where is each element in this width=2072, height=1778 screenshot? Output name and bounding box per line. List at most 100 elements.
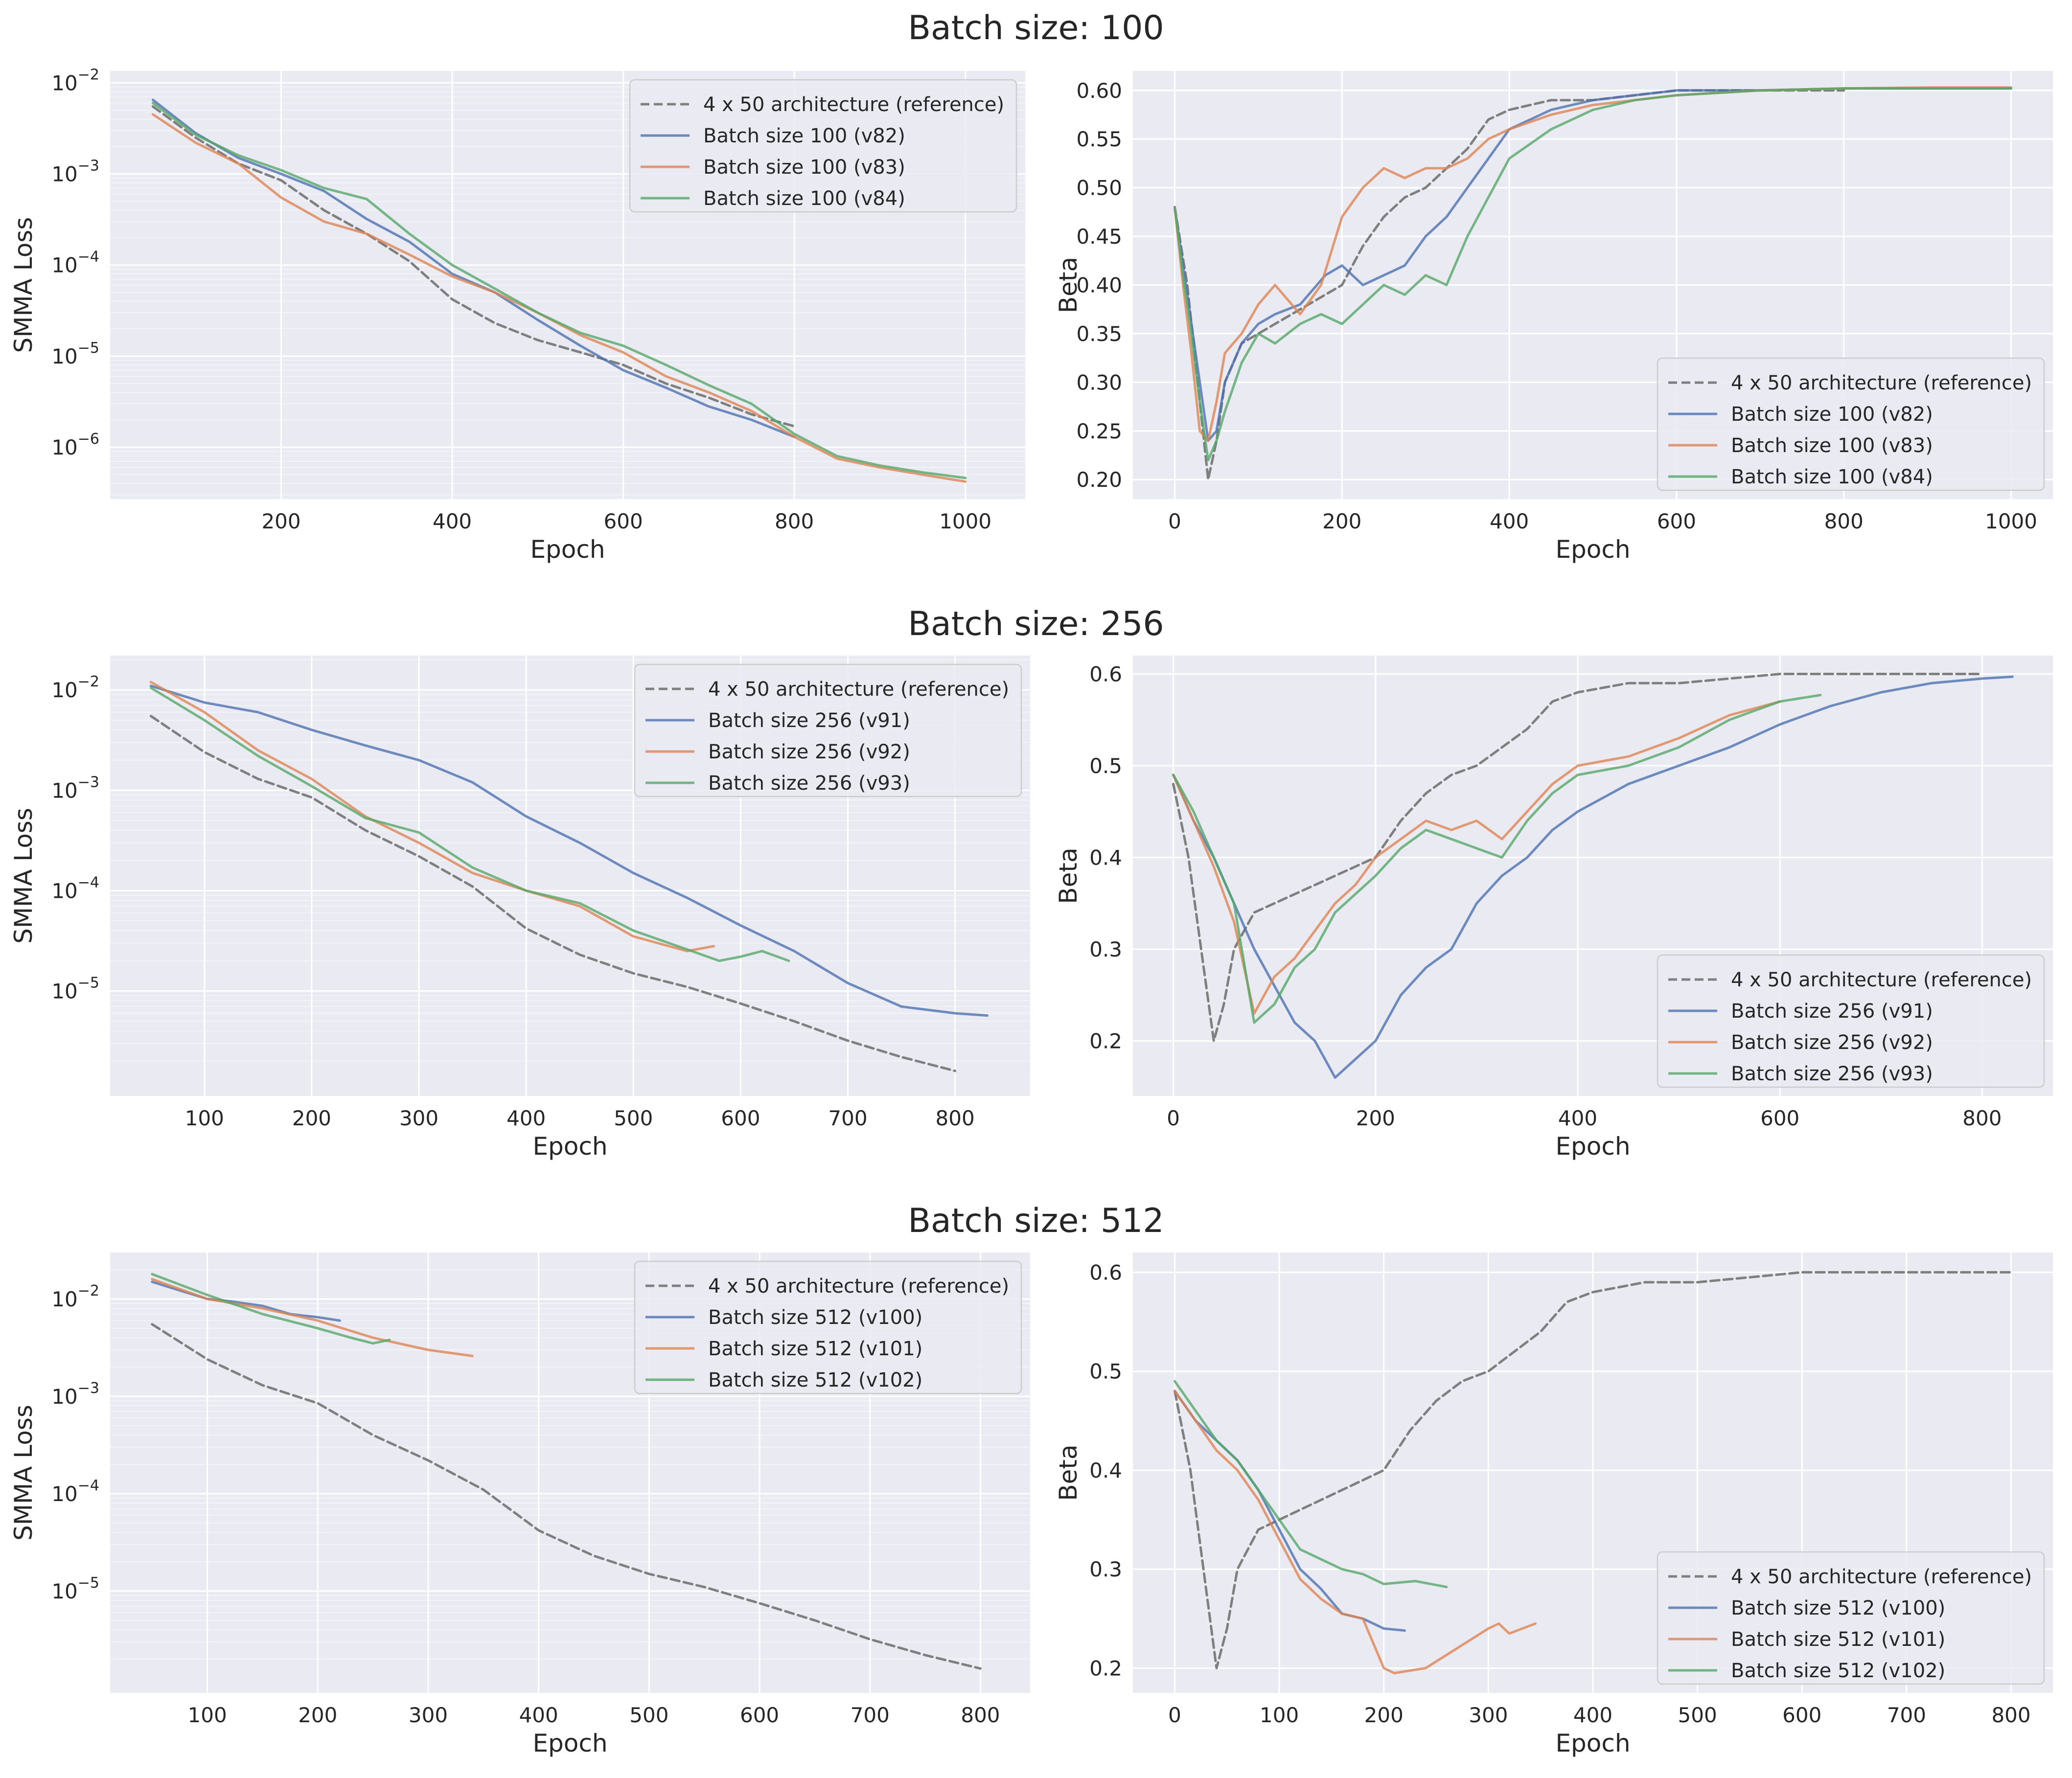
x-tick-label: 500	[1678, 1703, 1717, 1727]
series-line-2	[1174, 1390, 1537, 1675]
legend-label: Batch size 256 (v91)	[1731, 1000, 1933, 1023]
y-tick-label: 0.25	[1076, 419, 1122, 443]
panel-loss-100: 200 400 600 800 1000 10−2 10−3 10−4 10−5 10−6 Epoc…	[9, 66, 1025, 564]
y-tick-label: 10−4	[51, 1477, 99, 1506]
legend-label: Batch size 512 (v100)	[1731, 1597, 1945, 1619]
x-tick-label: 400	[1490, 509, 1529, 533]
y-tick-label: 10−5	[51, 1574, 99, 1603]
y-tick-label: 0.4	[1089, 1459, 1122, 1482]
legend-label: Batch size 512 (v101)	[1731, 1628, 1945, 1651]
legend-label: 4 x 50 architecture (reference)	[708, 1275, 1009, 1298]
x-tick-label: 0	[1168, 509, 1181, 533]
y-tick-label: 10−4	[51, 874, 99, 903]
legend-box	[1657, 357, 2045, 491]
x-tick-label: 300	[1469, 1703, 1508, 1727]
x-tick-label: 800	[1991, 1703, 2030, 1727]
x-tick-label: 700	[828, 1106, 867, 1130]
x-tick-label: 0	[1167, 1106, 1180, 1130]
series-line-0	[149, 715, 957, 1072]
legend-label: Batch size 100 (v82)	[703, 125, 905, 147]
y-tick-label: 0.6	[1089, 1260, 1122, 1284]
legend: 4 x 50 architecture (reference) Batch siz…	[634, 663, 1022, 798]
y-tick-label: 10−3	[51, 157, 99, 186]
y-axis-label: SMMA Loss	[9, 217, 38, 353]
y-axis-label: Beta	[1054, 847, 1082, 904]
series-line-1	[149, 684, 989, 1017]
legend-label: Batch size 512 (v102)	[1731, 1660, 1945, 1682]
x-axis-label: Epoch	[532, 1132, 607, 1161]
y-tick-label: 10−3	[51, 1380, 99, 1409]
legend: 4 x 50 architecture (reference) Batch siz…	[634, 1260, 1022, 1394]
x-tick-label: 600	[1657, 509, 1696, 533]
series-line-3	[151, 102, 967, 479]
x-tick-label: 400	[519, 1703, 558, 1727]
x-tick-label: 600	[1760, 1106, 1799, 1130]
series-line-0	[1174, 1271, 2012, 1669]
legend-label: Batch size 256 (v91)	[708, 709, 910, 732]
legend-label: Batch size 256 (v93)	[708, 772, 910, 795]
x-axis-label: Epoch	[1555, 535, 1630, 564]
legend-box	[1657, 1551, 2045, 1685]
x-tick-label: 400	[1558, 1106, 1597, 1130]
legend-label: Batch size 512 (v101)	[708, 1338, 922, 1360]
y-tick-label: 0.60	[1076, 79, 1122, 103]
x-axis-label: Epoch	[1555, 1132, 1630, 1161]
y-axis-label: SMMA Loss	[9, 1405, 38, 1541]
legend-label: Batch size 256 (v93)	[1731, 1063, 1933, 1085]
y-tick-label: 0.35	[1076, 322, 1122, 346]
series-line-3	[1172, 694, 1822, 1024]
panel-loss-256: 100 200 300 400 500 600 700 800 10−2 10−3 10−4 10−5…	[9, 656, 1030, 1161]
x-tick-label: 200	[298, 1703, 337, 1727]
x-tick-label: 800	[1962, 1106, 2002, 1130]
x-axis-label: Epoch	[1555, 1729, 1630, 1757]
panel-beta-512: 0 100 200 300 400 500 600 700 800 0.2 0.3 0.4 0.5 0.6…	[1054, 1253, 2053, 1757]
y-tick-label: 0.50	[1076, 176, 1122, 200]
legend-box	[629, 79, 1017, 213]
x-tick-label: 500	[629, 1703, 668, 1727]
x-tick-label: 700	[851, 1703, 890, 1727]
y-tick-label: 0.6	[1089, 662, 1122, 686]
y-tick-label: 10−5	[51, 975, 99, 1003]
y-tick-label: 10−2	[51, 66, 99, 95]
series-line-0	[1172, 673, 1983, 1042]
y-tick-label: 0.5	[1089, 1360, 1122, 1384]
x-tick-label: 600	[740, 1703, 779, 1727]
x-tick-label: 600	[1782, 1703, 1821, 1727]
legend: 4 x 50 architecture (reference) Batch siz…	[1657, 357, 2045, 491]
x-tick-label: 1000	[1985, 509, 2037, 533]
panel-loss-512: 100 200 300 400 500 600 700 800 10−2 10−3 10−4 10−5…	[9, 1253, 1030, 1757]
y-tick-label: 0.2	[1089, 1656, 1122, 1680]
y-tick-label: 10−2	[51, 1282, 99, 1311]
y-tick-label: 0.3	[1089, 1557, 1122, 1581]
y-tick-label: 0.5	[1089, 754, 1122, 778]
series-line-2	[149, 681, 715, 953]
legend-label: 4 x 50 architecture (reference)	[1731, 1566, 2032, 1588]
legend-box	[634, 1260, 1022, 1394]
panel-beta-100: 0 200 400 600 800 1000 0.20 0.25 0.30 0.35 0.40 0.4…	[1054, 71, 2053, 564]
series-line-3	[1174, 87, 2012, 461]
legend: 4 x 50 architecture (reference) Batch siz…	[629, 79, 1017, 213]
series-line-3	[151, 1273, 391, 1345]
x-axis-label: Epoch	[532, 1729, 607, 1757]
x-tick-label: 100	[1260, 1703, 1299, 1727]
y-tick-label: 10−2	[51, 673, 99, 702]
x-axis-label: Epoch	[530, 535, 605, 564]
series-line-1	[1174, 87, 2012, 442]
y-axis-label: Beta	[1054, 257, 1082, 313]
y-axis-label: Beta	[1054, 1444, 1082, 1501]
series-group	[151, 1273, 982, 1670]
y-tick-label: 10−4	[51, 249, 99, 277]
x-tick-label: 400	[506, 1106, 546, 1130]
x-tick-label: 400	[433, 509, 472, 533]
y-axis-label: SMMA Loss	[9, 808, 38, 944]
x-tick-label: 100	[188, 1703, 227, 1727]
y-tick-label: 10−3	[51, 774, 99, 802]
legend-label: Batch size 100 (v83)	[1731, 434, 1933, 457]
y-tick-label: 0.45	[1076, 225, 1122, 249]
legend-label: 4 x 50 architecture (reference)	[1731, 969, 2032, 991]
series-line-0	[151, 105, 796, 428]
y-tick-label: 0.30	[1076, 370, 1122, 394]
x-tick-label: 600	[721, 1106, 760, 1130]
x-tick-label: 200	[1364, 1703, 1404, 1727]
legend-label: Batch size 512 (v102)	[708, 1369, 922, 1391]
